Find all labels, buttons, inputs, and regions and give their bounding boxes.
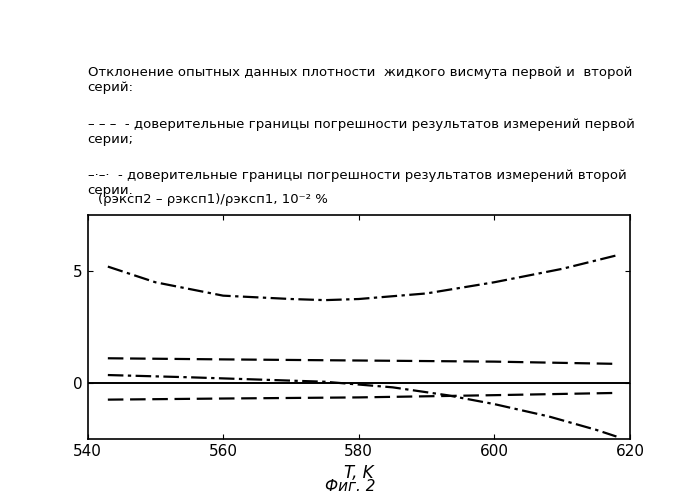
X-axis label: T, K: T, K bbox=[344, 464, 374, 482]
Text: –·–·  - доверительные границы погрешности результатов измерений второй
серии.: –·–· - доверительные границы погрешности… bbox=[88, 169, 626, 197]
Text: (ρэксп2 – ρэксп1)/ρэксп1, 10⁻² %: (ρэксп2 – ρэксп1)/ρэксп1, 10⁻² % bbox=[98, 193, 328, 206]
Text: – – –  - доверительные границы погрешности результатов измерений первой
серии;: – – – - доверительные границы погрешност… bbox=[88, 118, 634, 146]
Text: Фиг. 2: Фиг. 2 bbox=[325, 479, 375, 493]
Text: Отклонение опытных данных плотности  жидкого висмута первой и  второй
серий:: Отклонение опытных данных плотности жидк… bbox=[88, 67, 632, 95]
